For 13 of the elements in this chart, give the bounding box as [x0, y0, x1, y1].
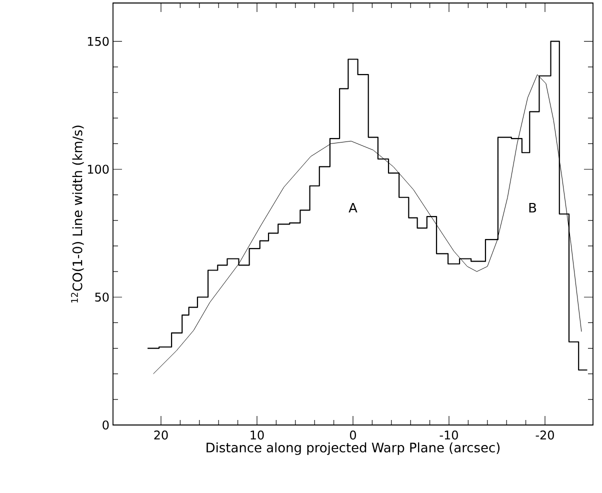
y-tick-label: 100 [88, 164, 109, 174]
y-axis-title: $^{12}$CO(1-0) Line width (km/s) [71, 126, 84, 302]
x-tick-label: 10 [250, 430, 264, 440]
y-tick-label: 150 [88, 36, 109, 46]
x-tick-label: 0 [350, 430, 356, 440]
x-axis-title: Distance along projected Warp Plane (arcsec) [206, 442, 500, 455]
annotation: A [348, 202, 358, 212]
y-tick-label: 50 [95, 292, 109, 302]
x-tick-label: -10 [440, 430, 458, 440]
annotation: B [529, 202, 536, 212]
x-tick-label: 20 [154, 430, 168, 440]
y-tick-label: 0 [102, 420, 109, 430]
x-tick-label: -20 [536, 430, 554, 440]
